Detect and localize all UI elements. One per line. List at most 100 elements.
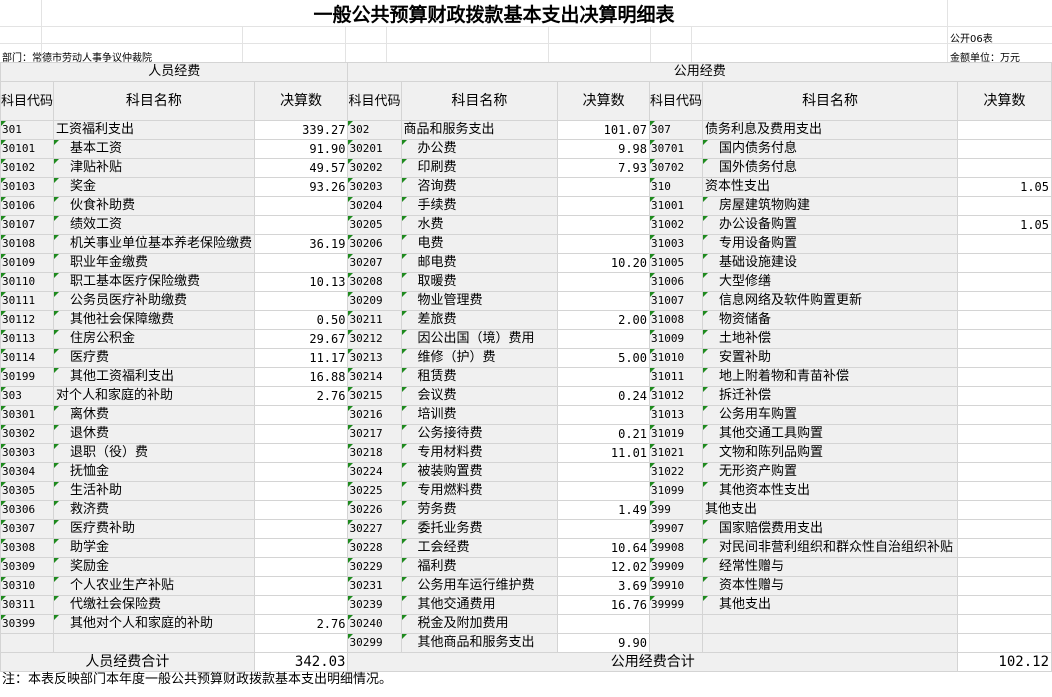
cell-value[interactable]: 91.90: [253, 139, 349, 159]
cell-code[interactable]: 31003: [649, 234, 704, 254]
cell-code[interactable]: [649, 614, 704, 634]
cell-name[interactable]: 专用设备购置: [702, 234, 959, 254]
cell-name[interactable]: 抚恤金: [53, 462, 255, 482]
cell-name[interactable]: 公务用车运行维护费: [400, 576, 559, 596]
cell-value[interactable]: [557, 291, 651, 311]
cell-name[interactable]: 委托业务费: [400, 519, 559, 539]
cell-value[interactable]: [557, 215, 651, 235]
cell-name[interactable]: 个人农业生产补贴: [53, 576, 255, 596]
cell-name[interactable]: 物资储备: [702, 310, 959, 330]
cell-name[interactable]: 其他工资福利支出: [53, 367, 255, 387]
cell-code[interactable]: 30303: [0, 443, 55, 463]
cell-name[interactable]: 助学金: [53, 538, 255, 558]
cell-code[interactable]: 30204: [347, 196, 402, 216]
cell-value[interactable]: 16.88: [253, 367, 349, 387]
cell-name[interactable]: 其他社会保障缴费: [53, 310, 255, 330]
cell-name[interactable]: 安置补助: [702, 348, 959, 368]
cell-value[interactable]: 9.90: [557, 633, 651, 653]
cell-value[interactable]: [557, 519, 651, 539]
cell-code[interactable]: 31013: [649, 405, 704, 425]
cell-code[interactable]: 30212: [347, 329, 402, 349]
cell-value[interactable]: [957, 253, 1052, 273]
cell-name[interactable]: 医疗费: [53, 348, 255, 368]
cell-name[interactable]: 其他支出: [702, 595, 959, 615]
cell-name[interactable]: 医疗费补助: [53, 519, 255, 539]
cell-code[interactable]: 399: [649, 500, 704, 520]
cell-code[interactable]: 307: [649, 120, 704, 140]
cell-value[interactable]: [557, 481, 651, 501]
cell-name[interactable]: 专用燃料费: [400, 481, 559, 501]
cell-name[interactable]: 土地补偿: [702, 329, 959, 349]
cell-value[interactable]: [957, 386, 1052, 406]
cell-code[interactable]: 30199: [0, 367, 55, 387]
cell-code[interactable]: 31021: [649, 443, 704, 463]
cell-name[interactable]: 国内债务付息: [702, 139, 959, 159]
cell-code[interactable]: 31008: [649, 310, 704, 330]
cell-value[interactable]: 12.02: [557, 557, 651, 577]
cell-code[interactable]: 31019: [649, 424, 704, 444]
cell-name[interactable]: 对个人和家庭的补助: [53, 386, 255, 406]
cell-value[interactable]: [957, 139, 1052, 159]
cell-value[interactable]: [957, 538, 1052, 558]
cell-value[interactable]: 1.05: [957, 177, 1052, 197]
cell-code[interactable]: [0, 633, 55, 653]
cell-code[interactable]: 31009: [649, 329, 704, 349]
cell-value[interactable]: [957, 367, 1052, 387]
cell-value[interactable]: [957, 120, 1052, 140]
cell-value[interactable]: [253, 500, 349, 520]
cell-name[interactable]: 商品和服务支出: [400, 120, 559, 140]
cell-value[interactable]: [957, 557, 1052, 577]
cell-code[interactable]: 31007: [649, 291, 704, 311]
cell-name[interactable]: 工资福利支出: [53, 120, 255, 140]
cell-value[interactable]: 1.05: [957, 215, 1052, 235]
cell-code[interactable]: 31006: [649, 272, 704, 292]
cell-value[interactable]: [957, 291, 1052, 311]
cell-value[interactable]: [253, 215, 349, 235]
cell-name[interactable]: 资本性赠与: [702, 576, 959, 596]
cell-code[interactable]: 31012: [649, 386, 704, 406]
cell-code[interactable]: 303: [0, 386, 55, 406]
cell-name[interactable]: 奖金: [53, 177, 255, 197]
cell-code[interactable]: 30108: [0, 234, 55, 254]
cell-code[interactable]: 31005: [649, 253, 704, 273]
cell-value[interactable]: 2.76: [253, 614, 349, 634]
cell-name[interactable]: 国外债务付息: [702, 158, 959, 178]
cell-value[interactable]: [253, 538, 349, 558]
cell-name[interactable]: 咨询费: [400, 177, 559, 197]
cell-name[interactable]: 税金及附加费用: [400, 614, 559, 634]
cell-code[interactable]: 31099: [649, 481, 704, 501]
cell-value[interactable]: [957, 443, 1052, 463]
cell-name[interactable]: 其他交通工具购置: [702, 424, 959, 444]
cell-code[interactable]: 30208: [347, 272, 402, 292]
cell-name[interactable]: [53, 633, 255, 653]
cell-name[interactable]: 债务利息及费用支出: [702, 120, 959, 140]
cell-name[interactable]: 差旅费: [400, 310, 559, 330]
cell-name[interactable]: 租赁费: [400, 367, 559, 387]
cell-code[interactable]: 30240: [347, 614, 402, 634]
cell-name[interactable]: 对民间非营利组织和群众性自治组织补贴: [702, 538, 959, 558]
cell-code[interactable]: 31001: [649, 196, 704, 216]
cell-name[interactable]: 国家赔偿费用支出: [702, 519, 959, 539]
cell-name[interactable]: 印刷费: [400, 158, 559, 178]
cell-code[interactable]: 30211: [347, 310, 402, 330]
cell-value[interactable]: 29.67: [253, 329, 349, 349]
cell-name[interactable]: 经常性赠与: [702, 557, 959, 577]
cell-value[interactable]: [253, 462, 349, 482]
cell-value[interactable]: 49.57: [253, 158, 349, 178]
cell-code[interactable]: 30225: [347, 481, 402, 501]
cell-value[interactable]: [253, 196, 349, 216]
cell-code[interactable]: 30218: [347, 443, 402, 463]
cell-name[interactable]: 信息网络及软件购置更新: [702, 291, 959, 311]
cell-code[interactable]: 30217: [347, 424, 402, 444]
cell-name[interactable]: 物业管理费: [400, 291, 559, 311]
cell-value[interactable]: [253, 519, 349, 539]
cell-code[interactable]: 30302: [0, 424, 55, 444]
cell-name[interactable]: 培训费: [400, 405, 559, 425]
cell-name[interactable]: 职业年金缴费: [53, 253, 255, 273]
cell-name[interactable]: 其他资本性支出: [702, 481, 959, 501]
cell-name[interactable]: 津贴补贴: [53, 158, 255, 178]
cell-code[interactable]: 30110: [0, 272, 55, 292]
cell-code[interactable]: 31002: [649, 215, 704, 235]
cell-name[interactable]: 会议费: [400, 386, 559, 406]
cell-value[interactable]: [557, 177, 651, 197]
